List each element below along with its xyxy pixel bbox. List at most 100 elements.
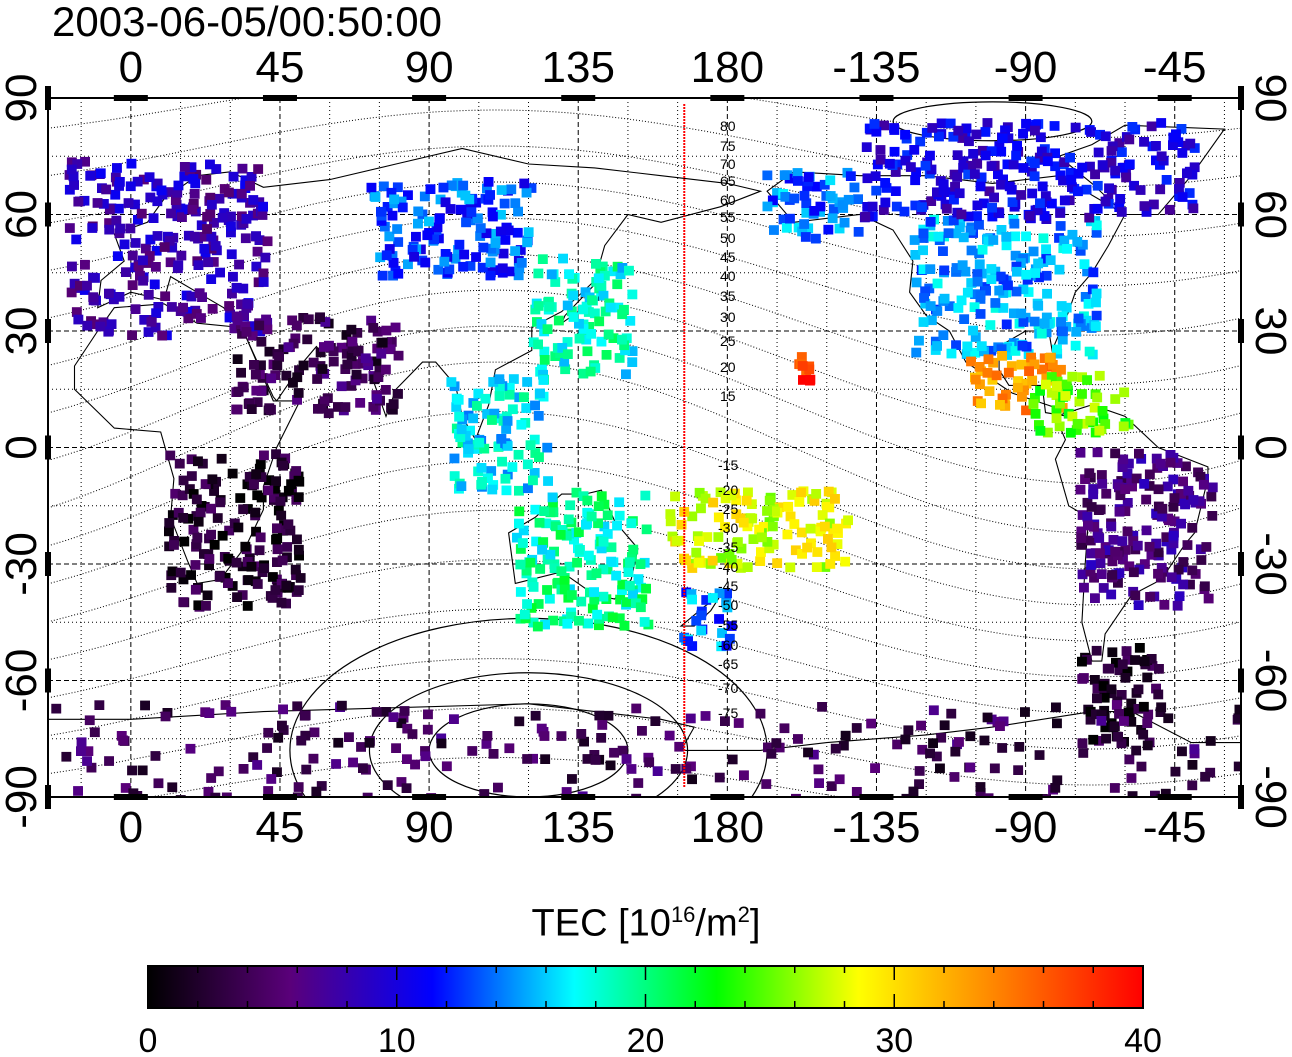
tec-cell	[342, 359, 353, 370]
tec-cell	[1036, 146, 1047, 157]
tec-cell	[594, 710, 605, 721]
tec-cell	[540, 754, 551, 764]
tec-cell	[226, 221, 236, 232]
tec-cell	[1172, 600, 1183, 611]
tec-cell	[694, 536, 704, 546]
tec-cell	[521, 565, 532, 576]
tec-cell	[1166, 544, 1177, 555]
tec-cell	[205, 159, 215, 170]
tec-cell	[637, 594, 648, 604]
tec-cell	[545, 549, 556, 560]
tec-cell	[997, 743, 1008, 753]
tec-cell	[665, 516, 676, 527]
tec-cell	[1022, 274, 1033, 285]
tec-cell	[676, 519, 687, 530]
tec-cell	[1035, 132, 1046, 143]
tec-cell	[875, 145, 886, 155]
tec-cell	[251, 261, 262, 272]
tec-cell	[792, 168, 803, 178]
tec-cell	[1126, 773, 1137, 783]
tec-cell	[1122, 526, 1133, 537]
tec-cell	[392, 224, 403, 234]
tec-cell	[797, 361, 808, 371]
tec-cell	[1081, 315, 1092, 326]
tec-cell	[206, 231, 217, 242]
tec-cell	[80, 259, 90, 270]
tec-cell	[376, 206, 386, 217]
tec-cell	[169, 540, 179, 550]
tec-cell	[971, 129, 982, 140]
tec-cell	[736, 543, 747, 554]
lon-tick-top: 180	[691, 43, 764, 92]
tec-cell	[581, 334, 592, 345]
tec-cell	[486, 243, 497, 254]
tec-cell	[1077, 569, 1088, 580]
tec-cell	[531, 536, 542, 547]
tec-cell	[1091, 645, 1102, 656]
contour-labels: 8075706560555045403530252015-15-20-25-30…	[718, 118, 738, 721]
tec-cell	[938, 185, 949, 196]
tec-cell	[1174, 184, 1184, 194]
tec-cell	[1077, 738, 1088, 748]
tec-cell	[815, 201, 826, 212]
tec-cell	[1177, 192, 1188, 202]
tec-cell	[578, 304, 588, 315]
tec-cell	[411, 231, 421, 242]
tec-cell	[496, 434, 507, 444]
tec-cell	[547, 492, 558, 503]
axis-tick	[1238, 668, 1244, 693]
tec-cell	[808, 749, 819, 760]
tec-cell	[558, 253, 568, 264]
tec-cell	[1107, 570, 1118, 580]
tec-cell	[465, 425, 475, 436]
tec-cell	[420, 257, 431, 268]
tec-cell	[1168, 538, 1179, 549]
contour-label: 20	[720, 359, 736, 375]
tec-cell	[216, 453, 227, 464]
tec-cell	[637, 726, 647, 736]
tec-cell	[687, 563, 698, 573]
tec-cell	[513, 449, 524, 460]
tec-cell	[556, 566, 567, 576]
tec-cell	[238, 283, 249, 294]
tec-cell	[512, 532, 522, 543]
tec-cell	[514, 485, 524, 496]
tec-cell	[515, 559, 526, 570]
tec-cell	[1139, 137, 1149, 147]
tec-cell	[106, 319, 117, 329]
tec-cell	[446, 180, 457, 191]
tec-cell	[312, 374, 323, 384]
tec-cell	[1130, 590, 1141, 601]
tec-cell	[596, 336, 607, 347]
tec-cell	[1117, 162, 1128, 173]
tec-cell	[796, 487, 806, 498]
tec-cell	[242, 601, 253, 611]
tec-cell	[199, 231, 210, 242]
tec-cell	[178, 597, 189, 607]
tec-cell	[599, 499, 610, 510]
tec-cell	[382, 202, 393, 212]
tec-cell	[995, 400, 1005, 410]
tec-cell	[1042, 288, 1052, 299]
tec-cell	[140, 243, 151, 254]
tec-cell	[402, 754, 412, 764]
tec-cell	[944, 301, 955, 311]
tec-cell	[1033, 301, 1044, 311]
tec-cell	[204, 554, 215, 564]
tec-cell	[1052, 775, 1063, 786]
tec-cell	[420, 751, 431, 762]
tec-cell	[936, 732, 947, 743]
tec-cell	[619, 620, 630, 631]
tec-cell	[928, 738, 938, 748]
tec-cell	[1122, 796, 1132, 797]
tec-cell	[510, 246, 521, 256]
tec-cell	[935, 763, 945, 774]
tec-cell	[534, 517, 545, 528]
tec-cell	[551, 521, 561, 532]
tec-cell	[576, 729, 587, 739]
tec-cell	[1166, 572, 1177, 583]
tec-cell	[288, 338, 299, 349]
tec-cell	[272, 523, 282, 534]
tec-cell	[1034, 750, 1045, 760]
axis-tick	[45, 435, 51, 460]
